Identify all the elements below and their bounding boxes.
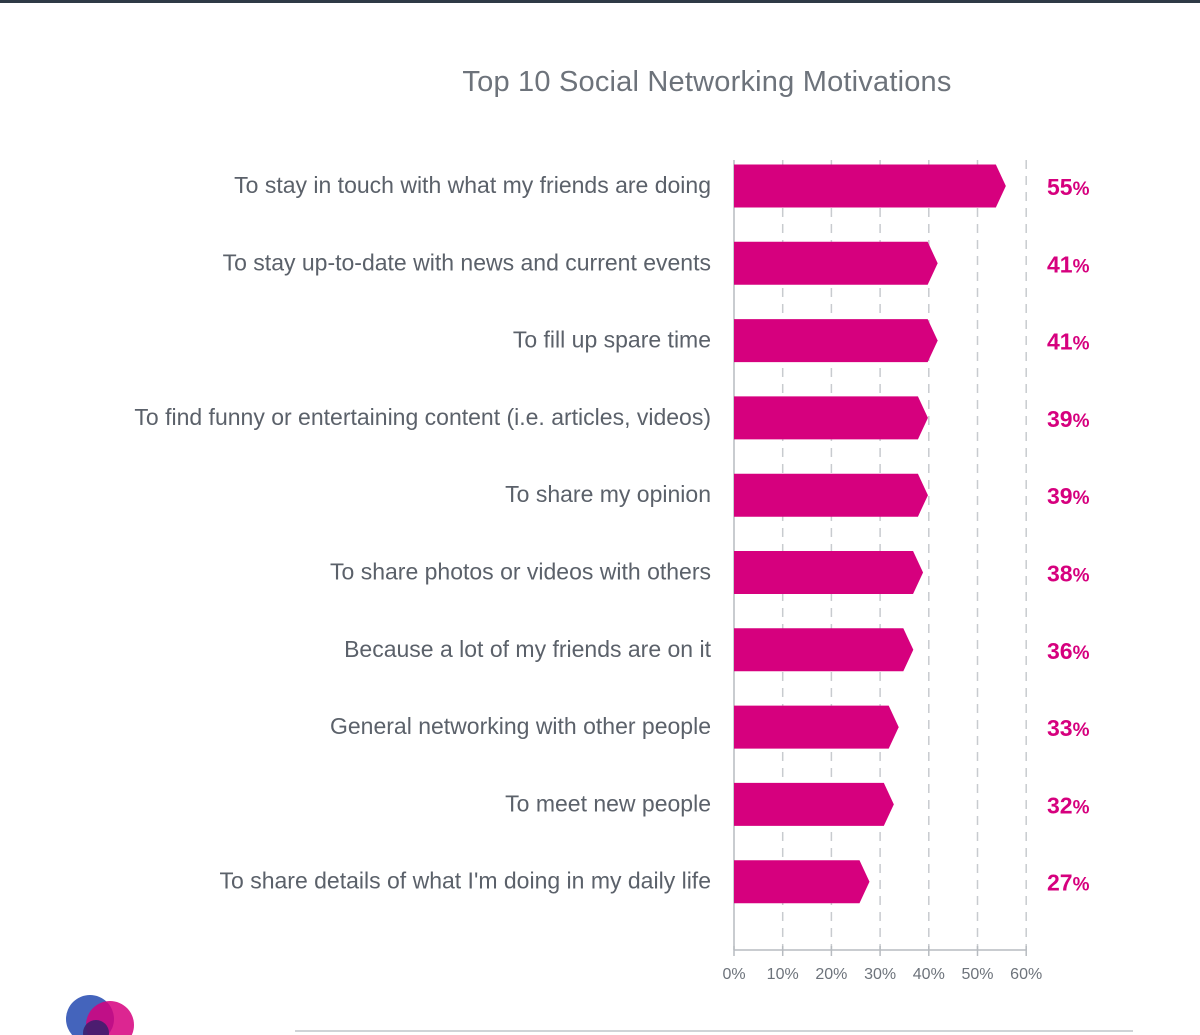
bar-2 xyxy=(734,241,938,285)
category-label: To share photos or videos with others xyxy=(330,559,711,585)
value-percent-sign: % xyxy=(1073,411,1090,432)
value-percent-sign: % xyxy=(1073,566,1090,587)
bars xyxy=(734,164,1006,904)
bar-1 xyxy=(734,164,1006,208)
bar-6 xyxy=(734,551,924,594)
value-percent-sign: % xyxy=(1073,797,1090,818)
logo-circle-dark xyxy=(83,1020,109,1035)
footer-divider xyxy=(295,1030,1133,1032)
top-bar xyxy=(0,0,1200,3)
category-label: To share details of what I'm doing in my… xyxy=(220,868,711,894)
x-tick-label: 40% xyxy=(913,966,945,983)
value-label: 27% xyxy=(1047,870,1090,896)
value-percent-sign: % xyxy=(1073,488,1090,509)
chart-title: Top 10 Social Networking Motivations xyxy=(462,66,952,98)
value-label: 33% xyxy=(1047,715,1090,741)
value-label: 39% xyxy=(1047,483,1090,509)
category-labels: To stay in touch with what my friends ar… xyxy=(134,172,711,894)
category-label: General networking with other people xyxy=(330,713,711,739)
x-tick-label: 20% xyxy=(815,966,847,983)
value-label: 32% xyxy=(1047,792,1090,818)
value-labels: 55% 41% 41% 39% 39% 38% 36% 33% 32% 27% xyxy=(1047,174,1090,896)
value-label: 55% xyxy=(1047,174,1090,200)
bar-8 xyxy=(734,705,899,749)
value-percent-sign: % xyxy=(1073,875,1090,896)
brand-logo xyxy=(60,992,140,1035)
x-tick-label: 30% xyxy=(864,966,896,983)
x-axis: 0% 10% 20% 30% 40% 50% 60% xyxy=(722,946,1042,983)
value-percent-sign: % xyxy=(1073,720,1090,741)
bar-3 xyxy=(734,319,938,363)
bar-7 xyxy=(734,628,914,672)
value-label: 39% xyxy=(1047,406,1090,432)
category-label: To meet new people xyxy=(505,790,711,816)
bar-4 xyxy=(734,396,928,440)
category-label: To share my opinion xyxy=(505,481,711,507)
value-label: 38% xyxy=(1047,561,1090,587)
category-label: To stay up-to-date with news and current… xyxy=(223,249,711,275)
category-label: To find funny or entertaining content (i… xyxy=(134,404,711,430)
value-label: 41% xyxy=(1047,251,1090,277)
bar-10 xyxy=(734,860,870,904)
value-label: 41% xyxy=(1047,329,1090,355)
x-tick-label: 60% xyxy=(1010,966,1042,983)
category-label: To stay in touch with what my friends ar… xyxy=(234,172,711,198)
value-percent-sign: % xyxy=(1073,179,1090,200)
bar-5 xyxy=(734,473,928,517)
x-tick-label: 0% xyxy=(722,966,745,983)
value-label: 36% xyxy=(1047,638,1090,664)
category-label: Because a lot of my friends are on it xyxy=(344,636,712,662)
value-percent-sign: % xyxy=(1073,334,1090,355)
category-label: To fill up spare time xyxy=(513,327,711,353)
x-tick-label: 50% xyxy=(961,966,993,983)
value-percent-sign: % xyxy=(1073,643,1090,664)
value-percent-sign: % xyxy=(1073,256,1090,277)
x-tick-label: 10% xyxy=(767,966,799,983)
bar-9 xyxy=(734,782,894,826)
